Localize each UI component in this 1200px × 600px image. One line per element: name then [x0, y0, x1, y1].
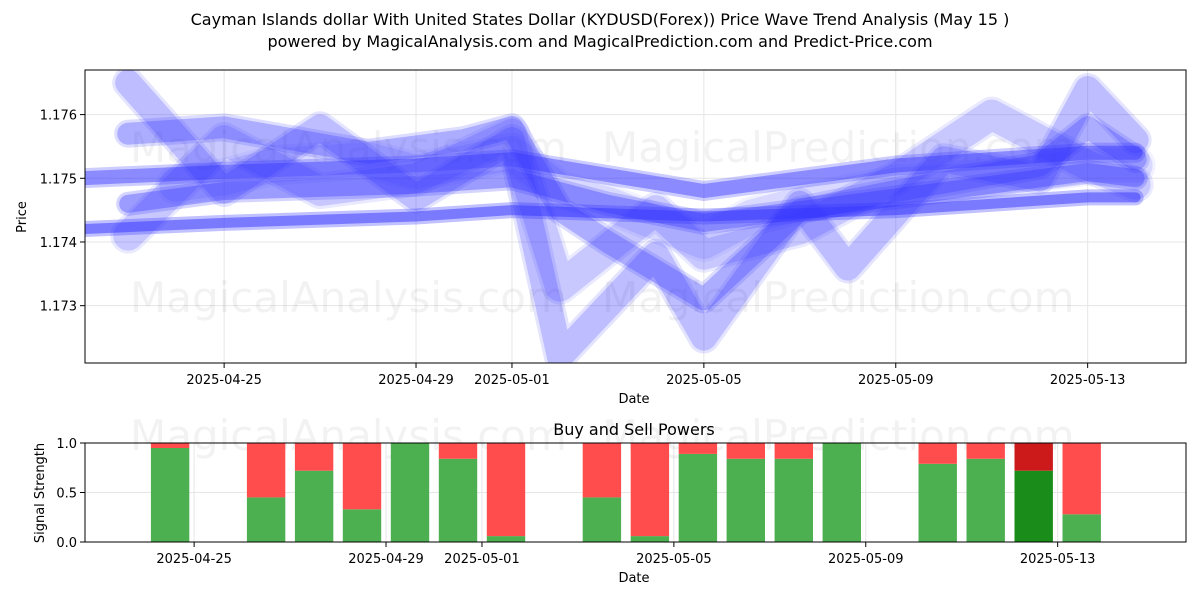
power-xtick-label: 2025-05-05 — [636, 552, 712, 567]
price-ytick-label: 1.175 — [40, 172, 77, 187]
price-wave-band — [114, 113, 1150, 314]
sell-power-bar — [678, 443, 718, 454]
sell-power-bar — [726, 443, 765, 459]
price-wave-line — [85, 145, 1143, 198]
buy-power-bar — [150, 448, 190, 542]
buy-power-bar — [1062, 514, 1101, 542]
price-xtick-label: 2025-05-01 — [474, 373, 550, 388]
price-ytick-label: 1.174 — [40, 236, 77, 251]
buy-power-bar — [918, 463, 957, 542]
power-chart-ylabel: Signal Strength — [33, 443, 48, 543]
buy-power-bar — [630, 536, 670, 542]
power-ytick-label: 1.0 — [56, 437, 77, 452]
sell-power-bar — [918, 443, 957, 464]
sell-power-bar — [1062, 443, 1101, 515]
price-wave-line — [159, 135, 1153, 259]
watermark-text: MagicalAnalysis.com — [130, 123, 567, 172]
price-wave-line — [115, 70, 1149, 363]
power-xtick-label: 2025-05-01 — [444, 552, 520, 567]
buy-power-bar — [438, 458, 478, 542]
price-wave-band — [116, 159, 1148, 235]
watermark-text: MagicalPrediction.com — [602, 273, 1075, 322]
sell-power-bar — [246, 443, 286, 498]
buy-power-bar — [246, 497, 286, 542]
buy-power-bar — [774, 458, 813, 542]
power-ytick-label: 0.0 — [56, 536, 77, 551]
price-xtick-label: 2025-05-05 — [666, 373, 742, 388]
power-xtick-label: 2025-04-29 — [348, 552, 424, 567]
buy-power-bar — [342, 509, 382, 542]
power-chart-xlabel: Date — [618, 571, 649, 586]
price-wave-band — [112, 70, 1152, 363]
watermark-text: MagicalPrediction.com — [602, 123, 1075, 172]
buy-power-bar — [822, 443, 861, 542]
buy-power-bar — [582, 497, 622, 542]
sell-power-bar — [582, 443, 622, 498]
price-wave-line — [119, 162, 1145, 232]
price-chart-frame — [84, 69, 1187, 364]
chart-title-line2: powered by MagicalAnalysis.com and Magic… — [267, 32, 933, 51]
price-xtick-label: 2025-05-09 — [858, 373, 934, 388]
price-ytick-label: 1.176 — [40, 109, 77, 124]
sell-power-bar — [774, 443, 813, 459]
sell-power-bar — [1014, 443, 1053, 471]
price-wave-line — [85, 192, 1141, 234]
sell-power-bar — [438, 443, 478, 459]
buy-power-bar — [486, 536, 526, 542]
sell-power-bar — [342, 443, 382, 510]
price-xtick-label: 2025-04-29 — [378, 373, 454, 388]
buy-power-bar — [726, 458, 765, 542]
power-xtick-label: 2025-05-09 — [828, 552, 904, 567]
price-chart-ylabel: Price — [15, 201, 30, 233]
power-ytick-label: 0.5 — [56, 487, 77, 502]
sell-power-bar — [630, 443, 670, 537]
sell-power-bar — [966, 443, 1005, 459]
buy-power-bar — [678, 453, 718, 542]
price-wave-line — [117, 116, 1147, 311]
price-xtick-label: 2025-04-25 — [186, 373, 262, 388]
buy-power-bar — [390, 443, 430, 542]
price-chart-xlabel: Date — [618, 392, 649, 407]
power-xtick-label: 2025-04-25 — [156, 552, 232, 567]
buy-power-bar — [294, 470, 334, 542]
buy-power-bar — [1014, 470, 1053, 542]
sell-power-bar — [486, 443, 526, 537]
sell-power-bar — [150, 443, 190, 448]
price-wave-band — [85, 142, 1146, 201]
price-xtick-label: 2025-05-13 — [1050, 373, 1126, 388]
watermark-text: MagicalAnalysis.com — [130, 273, 567, 322]
price-wave-chart: MagicalAnalysis.com MagicalPrediction.com… — [15, 69, 1187, 407]
power-xtick-label: 2025-05-13 — [1020, 552, 1096, 567]
chart-title-line1: Cayman Islands dollar With United States… — [190, 10, 1010, 29]
sell-power-bar — [294, 443, 334, 471]
price-ytick-label: 1.173 — [40, 300, 77, 315]
price-wave-band — [156, 132, 1156, 262]
power-chart-title: Buy and Sell Powers — [553, 420, 715, 439]
buy-sell-power-chart: Buy and Sell Powers MagicalAnalysis.com M… — [33, 411, 1187, 586]
buy-power-bar — [966, 458, 1005, 542]
